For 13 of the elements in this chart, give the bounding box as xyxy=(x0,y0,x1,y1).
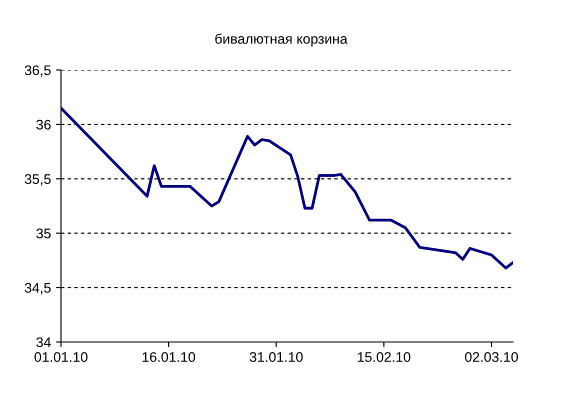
chart-title: бивалютная корзина xyxy=(215,33,348,47)
x-tick-label: 02.03.10 xyxy=(464,352,518,362)
line-series xyxy=(61,106,513,270)
y-tick-label: 36 xyxy=(36,120,51,130)
x-tick-label: 16.01.10 xyxy=(142,352,196,362)
y-tick-label: 34,5 xyxy=(24,282,51,294)
y-tick-label: 35 xyxy=(36,228,51,238)
x-tick-label: 31.01.10 xyxy=(250,352,303,362)
y-tick-label: 36,5 xyxy=(24,65,51,77)
y-tick-label: 34 xyxy=(36,337,51,348)
y-tick-label: 35,5 xyxy=(24,174,51,186)
x-tick-label: 15.02.10 xyxy=(358,352,410,362)
x-tick-label: 01.01.10 xyxy=(34,352,88,362)
